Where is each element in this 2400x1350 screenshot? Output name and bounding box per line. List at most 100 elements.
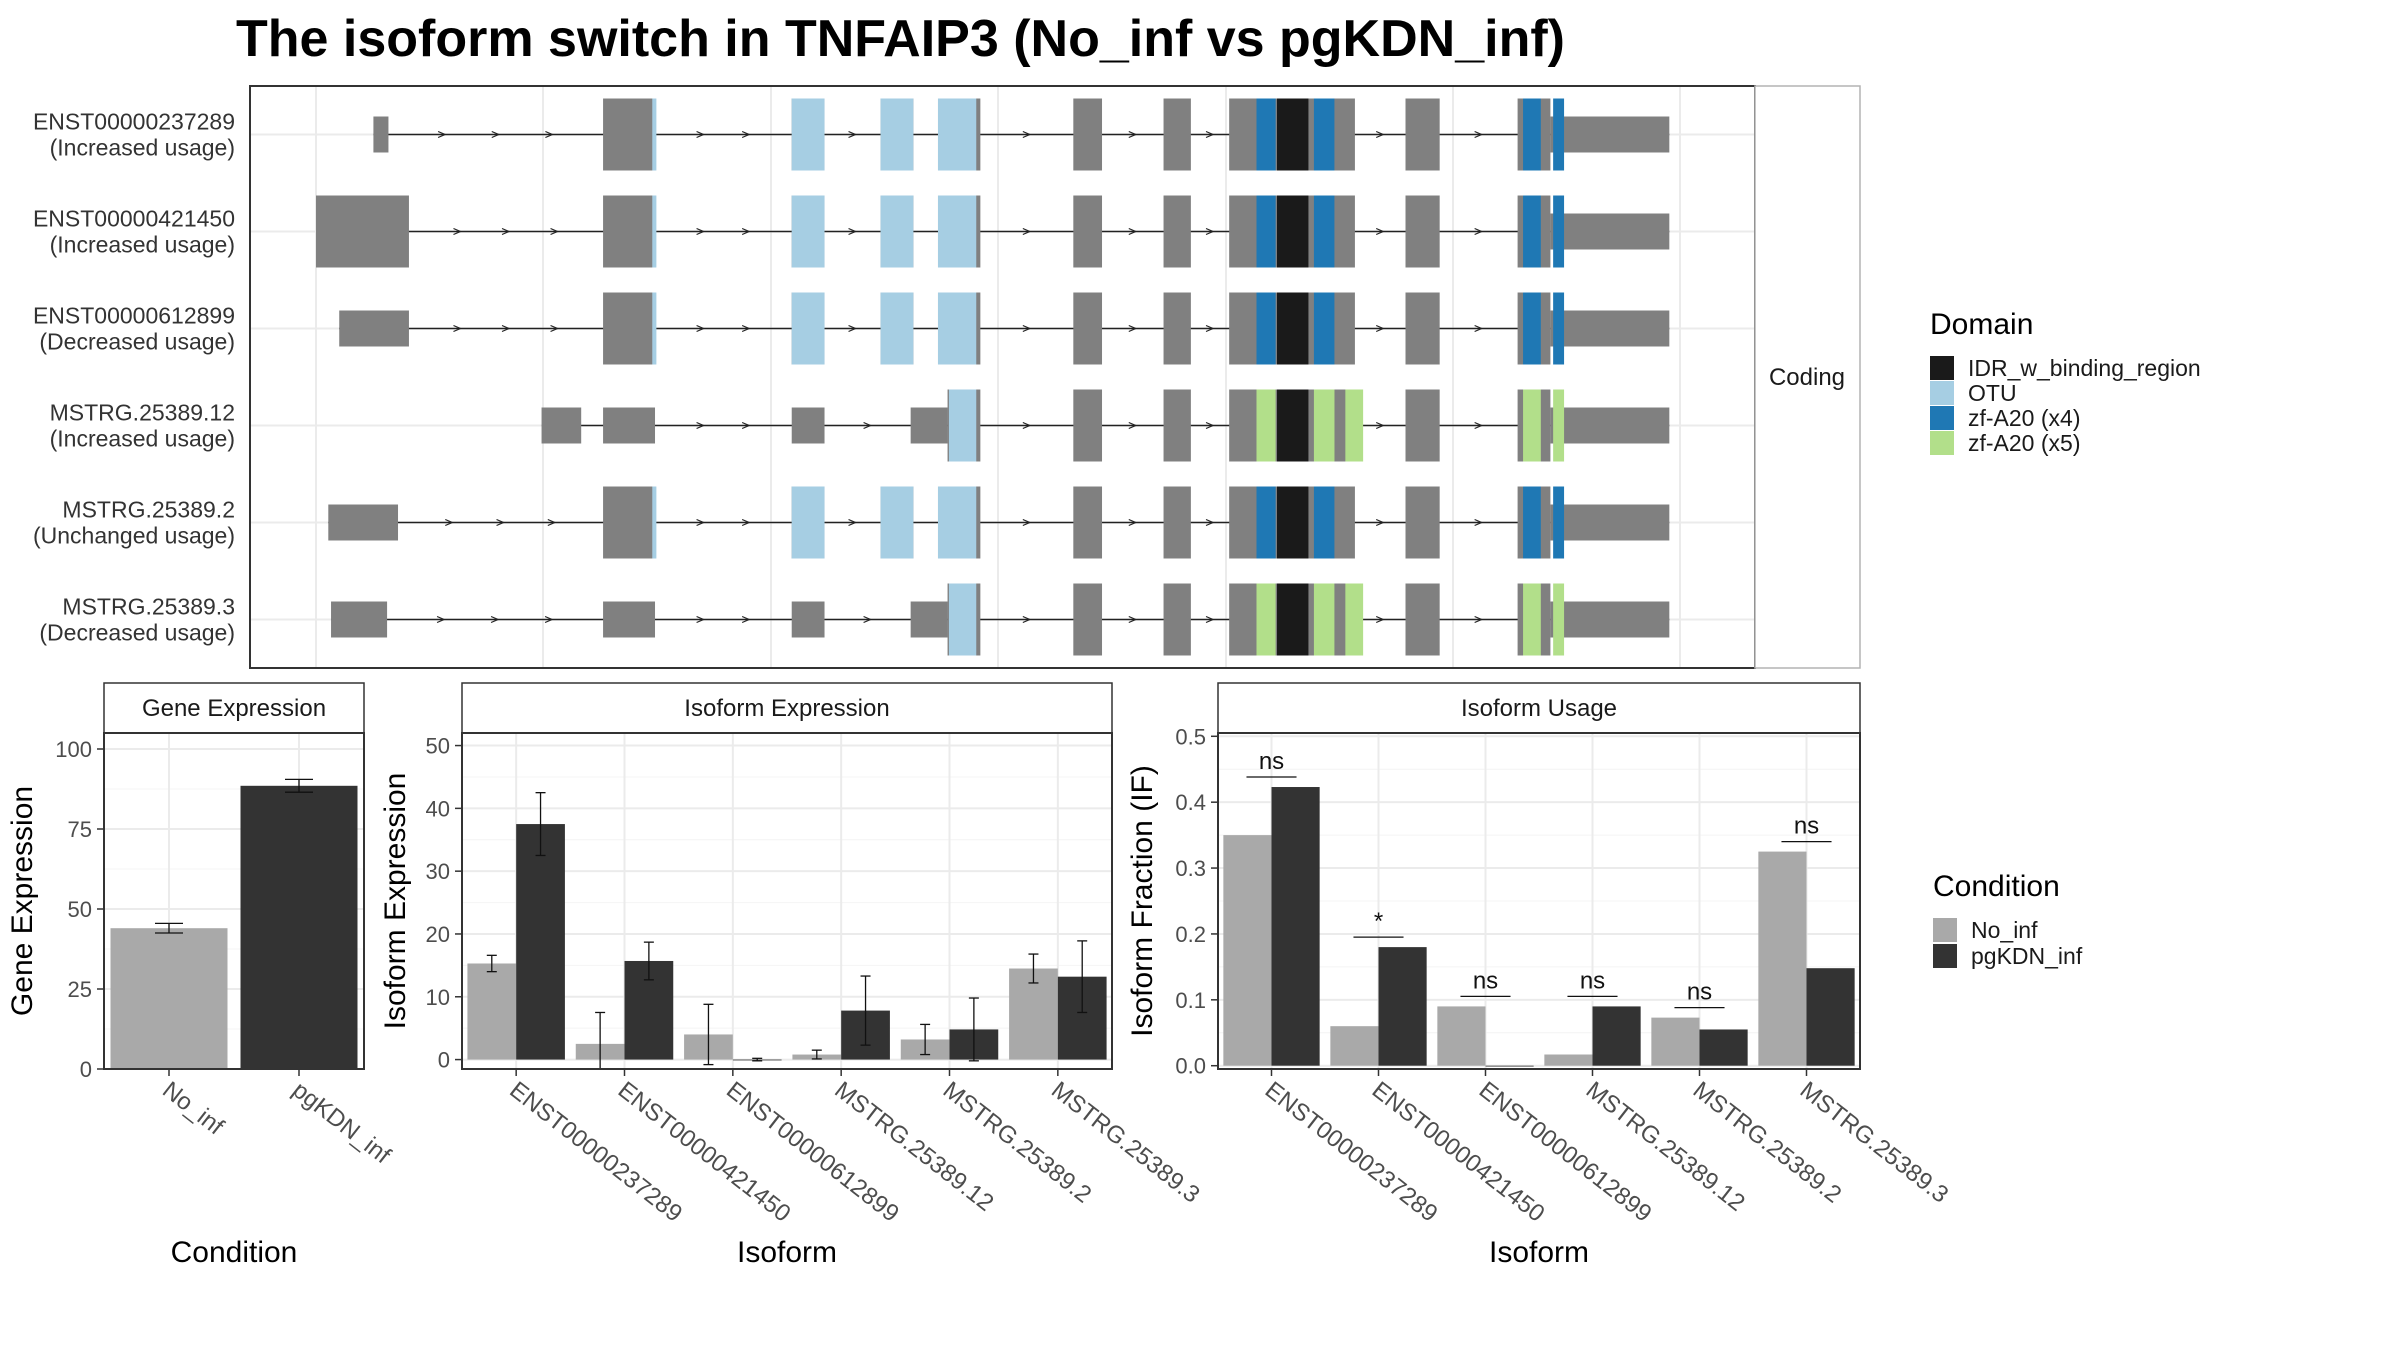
direction-arrow [1375, 615, 1385, 624]
exon [541, 407, 582, 444]
isoform-name: MSTRG.25389.12 [50, 400, 235, 426]
domain-zf-a20-x4- [1256, 195, 1276, 268]
isoform-status: (Decreased usage) [39, 329, 235, 355]
direction-arrow [544, 615, 554, 624]
y-tick-label: 0.5 [1175, 724, 1206, 749]
direction-arrow [696, 518, 706, 527]
domain-zf-a20-x5- [1256, 583, 1276, 656]
significance-label: ns [1473, 967, 1498, 994]
exon [603, 292, 656, 365]
domain-zf-a20-x5- [1523, 583, 1541, 656]
y-tick-label: 20 [426, 922, 450, 947]
domain-zf-a20-x5- [1313, 583, 1335, 656]
domain-legend-label: IDR_w_binding_region [1968, 355, 2201, 381]
direction-arrow [848, 324, 858, 333]
domain-otu [937, 195, 977, 268]
domain-zf-a20-x4- [1523, 486, 1541, 559]
domain-idr-w-binding-region [1277, 389, 1309, 462]
isoform-name: ENST00000421450 [33, 206, 235, 232]
y-tick-label: 0 [438, 1048, 450, 1073]
exon [1073, 98, 1103, 171]
isoform-name: ENST00000237289 [33, 109, 235, 135]
direction-arrow [1375, 324, 1385, 333]
exon [1405, 486, 1440, 559]
bar [1271, 787, 1320, 1066]
exon [603, 98, 656, 171]
direction-arrow [1022, 615, 1032, 624]
exon [1073, 583, 1103, 656]
direction-arrow [1128, 324, 1138, 333]
direction-arrow [848, 227, 858, 236]
domain-otu [948, 583, 977, 656]
domain-zf-a20-x4- [1553, 98, 1565, 171]
exon [331, 601, 388, 638]
exon [1550, 213, 1670, 250]
bar [1009, 968, 1058, 1060]
exon [1163, 195, 1191, 268]
direction-arrow [1474, 421, 1484, 430]
significance-label: * [1374, 908, 1383, 935]
y-tick-label: 30 [426, 859, 450, 884]
panel-border [1217, 732, 1861, 1070]
direction-arrow [1205, 227, 1215, 236]
direction-arrow [1128, 421, 1138, 430]
direction-arrow [848, 518, 858, 527]
domain-otu [880, 195, 914, 268]
direction-arrow [696, 615, 706, 624]
domain-otu [880, 98, 914, 171]
exon [328, 504, 399, 541]
exon [316, 195, 409, 268]
domain-legend-key [1930, 406, 1954, 430]
condition-legend-key [1933, 918, 1957, 942]
domain-otu [937, 98, 977, 171]
domain-otu [791, 486, 825, 559]
panel-border [103, 732, 365, 1070]
direction-arrow [696, 421, 706, 430]
domain-otu [652, 98, 657, 171]
direction-arrow [741, 421, 751, 430]
exon [1405, 195, 1440, 268]
domain-otu [652, 486, 657, 559]
gene-expression-panel: Gene Expression 0 25 50 75 100 No_inf pgKDN_inf… [6, 682, 396, 1269]
y-axis-title: Gene Expression [6, 786, 39, 1016]
exon [603, 407, 656, 444]
direction-arrow [1022, 130, 1032, 139]
isoform-status: (Increased usage) [50, 232, 235, 258]
y-tick-label: 75 [68, 817, 92, 842]
direction-arrow [437, 130, 447, 139]
exon [1073, 292, 1103, 365]
domain-otu [937, 486, 977, 559]
domain-zf-a20-x5- [1345, 389, 1364, 462]
bar [516, 824, 565, 1060]
y-tick-label: 25 [68, 977, 92, 1002]
direction-arrow [496, 518, 506, 527]
domain-otu [652, 292, 657, 365]
direction-arrow [453, 324, 463, 333]
domain-otu [791, 292, 825, 365]
facet-strip-label: Gene Expression [142, 695, 326, 722]
exon [1163, 292, 1191, 365]
direction-arrow [1128, 615, 1138, 624]
direction-arrow [741, 615, 751, 624]
y-tick-label: 10 [426, 985, 450, 1010]
y-tick-label: 50 [426, 734, 450, 759]
y-tick-label: 0.3 [1175, 856, 1206, 881]
direction-arrow [1022, 518, 1032, 527]
domain-zf-a20-x4- [1313, 292, 1335, 365]
exon [603, 486, 656, 559]
facet-strip [1754, 85, 1861, 669]
y-tick-label: 0 [80, 1057, 92, 1082]
domain-otu [880, 292, 914, 365]
facet-strip-label: Coding [1769, 364, 1845, 391]
domain-legend-label: zf-A20 (x5) [1968, 430, 2080, 456]
domain-otu [791, 195, 825, 268]
domain-legend-key [1930, 356, 1954, 380]
bar [1223, 835, 1272, 1066]
direction-arrow [550, 324, 560, 333]
direction-arrow [1128, 227, 1138, 236]
exon [1073, 486, 1103, 559]
direction-arrow [741, 518, 751, 527]
y-axis-title: Isoform Expression [379, 773, 412, 1030]
direction-arrow [1128, 130, 1138, 139]
